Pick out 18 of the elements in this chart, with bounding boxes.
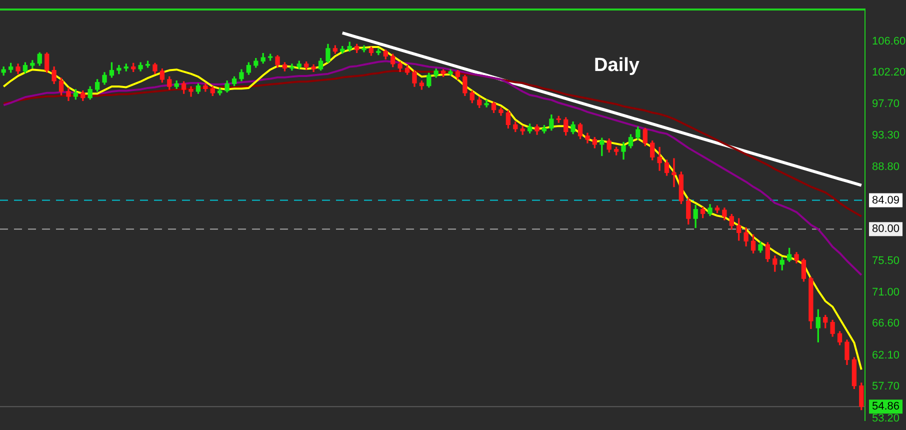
y-tick-label: 88.80 <box>872 161 900 174</box>
candlestick <box>484 100 489 108</box>
y-tick-label: 62.10 <box>872 349 900 362</box>
ref-line-label: 84.09 <box>872 194 900 206</box>
text: Daily <box>594 54 640 76</box>
y-tick-label: 53.20 <box>872 412 900 424</box>
y-tick-label: 66.60 <box>872 318 900 330</box>
candlestick <box>672 158 676 188</box>
y-tick-label: 106.60 <box>872 35 906 48</box>
ref-line-label: 54.86 <box>872 400 900 413</box>
candlestick <box>657 146 662 171</box>
y-tick-label: 57.70 <box>872 380 900 393</box>
y-tick-label: 93.30 <box>872 129 900 142</box>
y-tick-label: 71.00 <box>872 286 900 299</box>
ref-line-label: 80.00 <box>872 223 900 236</box>
y-tick-label: 97.70 <box>872 98 900 110</box>
y-tick-label: 75.50 <box>872 254 900 267</box>
y-tick-label: 102.20 <box>872 66 906 78</box>
